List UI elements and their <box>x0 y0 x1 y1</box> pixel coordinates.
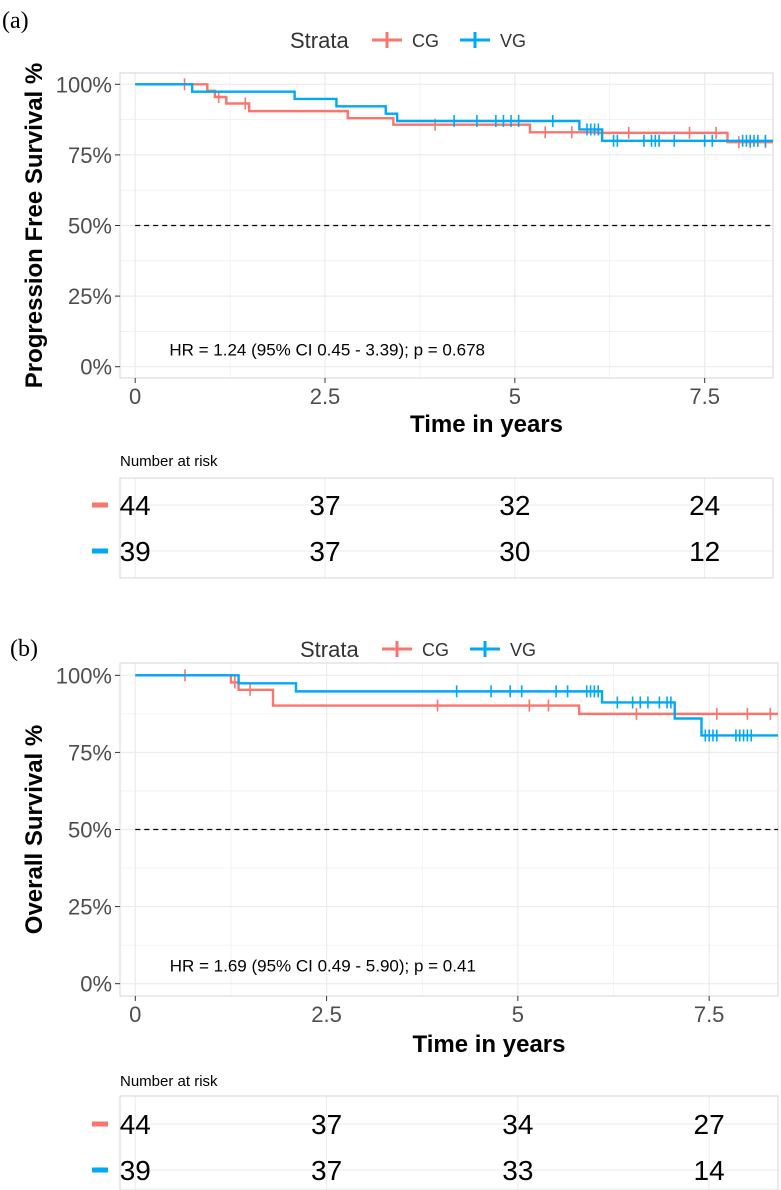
risk-count-cg: 37 <box>309 490 340 521</box>
y-tick-label: 50% <box>68 214 112 239</box>
risk-table-border <box>119 477 774 579</box>
risk-table-border <box>119 1095 779 1190</box>
panel-label: (a) <box>2 8 29 34</box>
y-axis-title: Overall Survival % <box>21 725 48 934</box>
risk-count-vg: 37 <box>309 536 340 567</box>
risk-count-cg: 44 <box>120 1109 151 1140</box>
x-tick-label: 2.5 <box>311 1002 342 1027</box>
y-tick-label: 25% <box>68 895 112 920</box>
survival-curve-cg <box>135 674 778 716</box>
legend-label-cg: CG <box>412 31 439 51</box>
x-tick-label: 0 <box>129 1002 141 1027</box>
risk-table: Number at risk 44 37 34 27 39 37 33 14 <box>92 1073 779 1190</box>
x-axis-title: Time in years <box>410 411 563 438</box>
legend-label-cg: CG <box>422 640 449 660</box>
risk-count-vg: 33 <box>502 1155 533 1186</box>
survival-curve-vg <box>135 674 778 737</box>
risk-count-vg: 12 <box>689 536 720 567</box>
x-axis-title: Time in years <box>413 1031 566 1058</box>
x-tick-label: 0 <box>129 384 141 409</box>
legend-label-vg: VG <box>510 640 536 660</box>
risk-table-title: Number at risk <box>120 1073 218 1090</box>
risk-count-cg: 27 <box>694 1109 725 1140</box>
legend-label-vg: VG <box>500 31 526 51</box>
y-tick-label: 0% <box>80 972 112 997</box>
risk-count-cg: 24 <box>689 490 720 521</box>
hazard-ratio-annotation: HR = 1.69 (95% CI 0.49 - 5.90); p = 0.41 <box>170 956 476 975</box>
y-tick-label: 25% <box>68 284 112 309</box>
y-axis-title: Progression Free Survival % <box>21 63 48 388</box>
y-tick-label: 75% <box>68 143 112 168</box>
risk-count-vg: 39 <box>120 536 151 567</box>
legend: Strata CG VG <box>290 28 526 53</box>
x-tick-label: 7.5 <box>689 384 720 409</box>
x-tick-label: 5 <box>509 384 521 409</box>
y-tick-label: 100% <box>56 72 112 97</box>
risk-count-vg: 30 <box>499 536 530 567</box>
gridlines <box>120 663 778 996</box>
hazard-ratio-annotation: HR = 1.24 (95% CI 0.45 - 3.39); p = 0.67… <box>169 340 485 359</box>
risk-count-cg: 44 <box>120 490 151 521</box>
y-tick-label: 100% <box>56 663 112 688</box>
risk-count-cg: 32 <box>499 490 530 521</box>
legend-title: Strata <box>290 28 349 53</box>
survival-curve-cg <box>135 83 773 144</box>
risk-count-vg: 37 <box>311 1155 342 1186</box>
risk-table-title: Number at risk <box>120 453 218 470</box>
risk-count-vg: 14 <box>694 1155 725 1186</box>
risk-count-vg: 39 <box>120 1155 151 1186</box>
y-tick-label: 75% <box>68 740 112 765</box>
panel-label: (b) <box>10 636 38 662</box>
y-tick-label: 50% <box>68 818 112 843</box>
chart-panel-b: (b) Strata CG VG HR = 1.69 (95% CI 0.49 - 5.… <box>10 636 779 1190</box>
legend: Strata CG VG <box>300 637 536 662</box>
chart-panel-a: (a) Strata CG VG HR = 1.24 (95% CI 0.45 - 3.… <box>2 8 774 579</box>
risk-count-cg: 34 <box>502 1109 533 1140</box>
legend-title: Strata <box>300 637 359 662</box>
risk-table: Number at risk 44 37 32 24 39 37 30 12 <box>92 453 774 579</box>
risk-count-cg: 37 <box>311 1109 342 1140</box>
x-tick-label: 7.5 <box>694 1002 725 1027</box>
y-tick-label: 0% <box>80 355 112 380</box>
x-tick-label: 2.5 <box>310 384 341 409</box>
x-tick-label: 5 <box>512 1002 524 1027</box>
